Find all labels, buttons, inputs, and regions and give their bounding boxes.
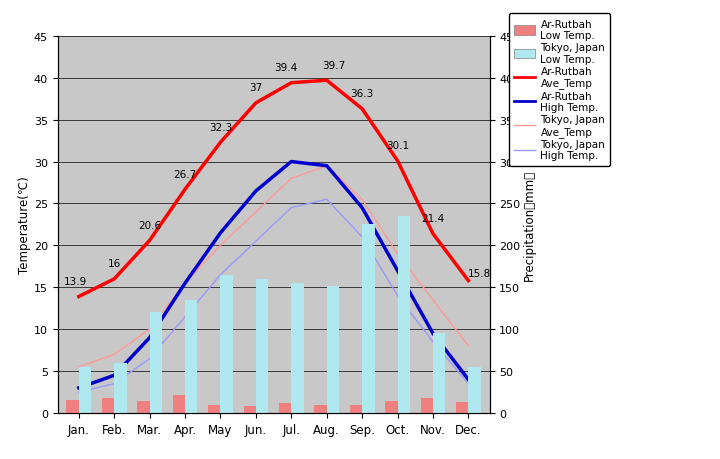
Bar bbox=[173, 395, 185, 413]
Bar bbox=[208, 406, 220, 413]
Text: 21.4: 21.4 bbox=[421, 213, 444, 224]
Bar bbox=[315, 405, 327, 413]
Bar bbox=[150, 313, 162, 413]
Bar bbox=[66, 401, 79, 413]
Text: 36.3: 36.3 bbox=[351, 89, 374, 99]
Bar bbox=[397, 217, 410, 413]
Bar bbox=[243, 406, 256, 413]
Text: 39.7: 39.7 bbox=[322, 61, 346, 71]
Bar bbox=[114, 363, 127, 413]
Bar bbox=[292, 284, 304, 413]
Bar bbox=[79, 367, 91, 413]
Bar bbox=[456, 402, 468, 413]
Bar bbox=[256, 279, 269, 413]
Text: 20.6: 20.6 bbox=[138, 220, 161, 230]
Bar bbox=[350, 405, 362, 413]
Y-axis label: Precipitation（mm）: Precipitation（mm） bbox=[523, 169, 536, 280]
Bar bbox=[279, 403, 292, 413]
Text: 13.9: 13.9 bbox=[63, 276, 87, 286]
Bar bbox=[420, 398, 433, 413]
Text: 15.8: 15.8 bbox=[467, 269, 490, 279]
Bar bbox=[220, 275, 233, 413]
Text: 37: 37 bbox=[249, 83, 263, 93]
Text: 39.4: 39.4 bbox=[274, 63, 297, 73]
Y-axis label: Temperature(℃): Temperature(℃) bbox=[18, 176, 31, 274]
Bar bbox=[327, 286, 339, 413]
Text: 26.7: 26.7 bbox=[174, 169, 197, 179]
Bar bbox=[468, 367, 481, 413]
Bar bbox=[362, 225, 374, 413]
Text: 16: 16 bbox=[107, 259, 121, 269]
Text: 32.3: 32.3 bbox=[209, 123, 232, 132]
Text: 30.1: 30.1 bbox=[386, 141, 409, 151]
Legend: Ar-Rutbah
Low Temp., Tokyo, Japan
Low Temp., Ar-Rutbah
Ave_Temp, Ar-Rutbah
High : Ar-Rutbah Low Temp., Tokyo, Japan Low Te… bbox=[509, 14, 611, 166]
Bar bbox=[385, 401, 397, 413]
Bar bbox=[102, 398, 114, 413]
Bar bbox=[138, 401, 150, 413]
Bar bbox=[433, 334, 446, 413]
Bar bbox=[185, 300, 197, 413]
